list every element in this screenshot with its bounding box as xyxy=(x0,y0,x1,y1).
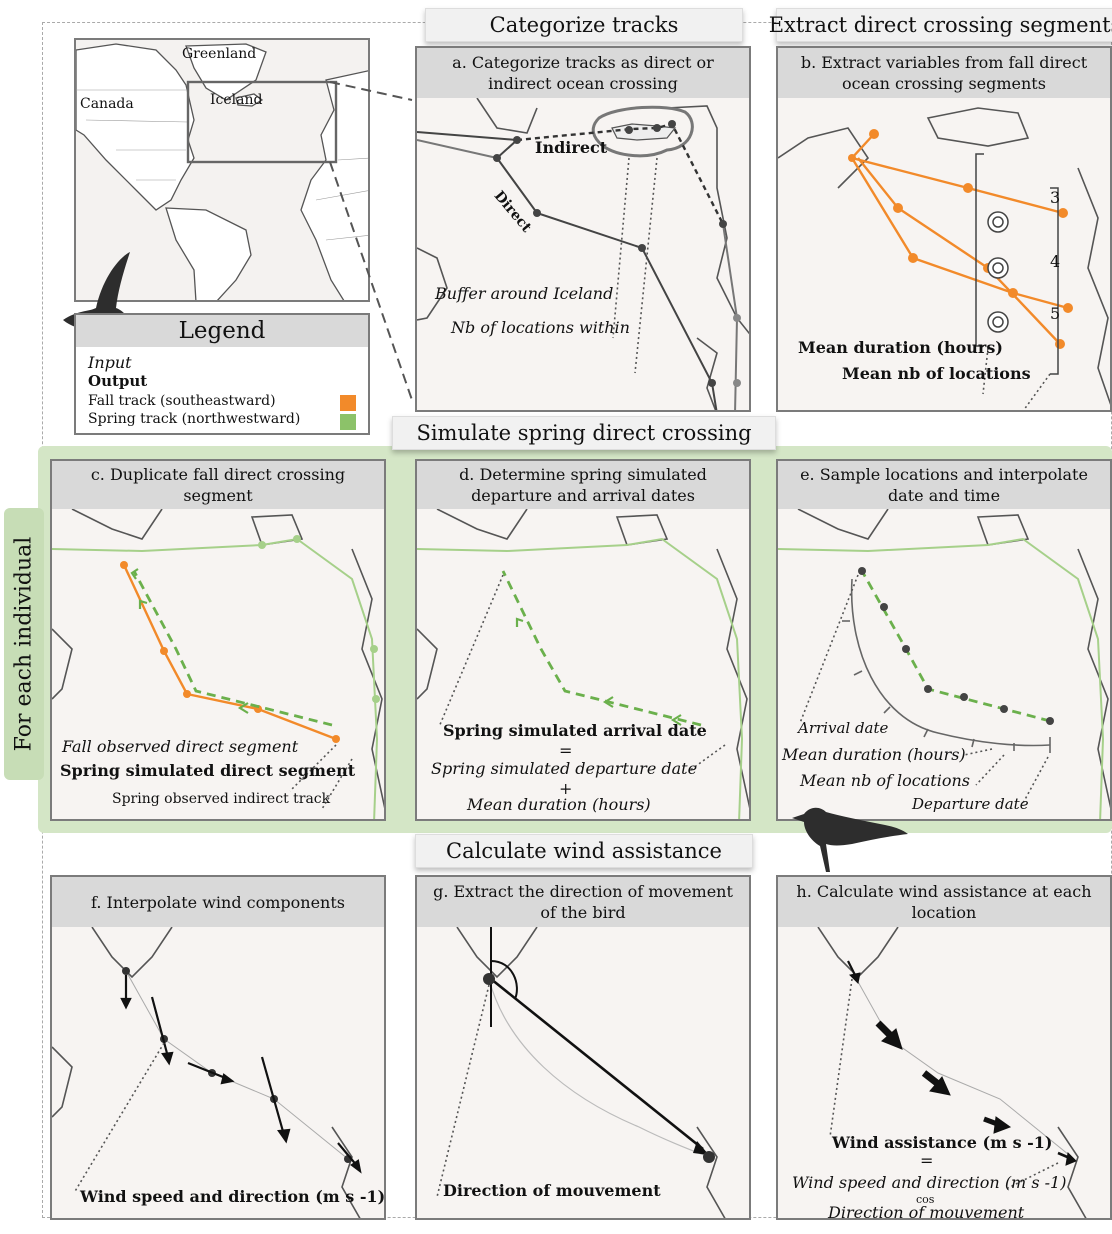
flying-bird-icon xyxy=(63,252,130,329)
fall-segment-c xyxy=(122,564,337,741)
count-3: 3 xyxy=(1050,188,1061,207)
south-america-land xyxy=(165,207,252,300)
label-direction-h: Direction of mouvement xyxy=(828,1203,1025,1220)
label-cos: cos xyxy=(916,1193,935,1206)
direct-track xyxy=(417,131,718,410)
label-greenland: Greenland xyxy=(182,46,257,62)
label-spring-observed: Spring observed indirect track xyxy=(112,791,331,807)
iceland-buffer xyxy=(591,105,694,158)
panel-c-map xyxy=(52,509,384,819)
legend-fall: Fall track (southeastward) xyxy=(88,393,276,409)
label-arrival-date-e: Arrival date xyxy=(798,719,889,737)
label-iceland: Iceland xyxy=(210,92,263,108)
label-spring-simulated: Spring simulated direct segment xyxy=(60,761,356,780)
zoom-box xyxy=(186,80,338,164)
legend-spring: Spring track (northwestward) xyxy=(88,411,301,427)
label-mean-duration: Mean duration (hours) xyxy=(798,338,1003,357)
panel-a: a. Categorize tracks as direct or indire… xyxy=(415,46,751,412)
legend-spring-swatch xyxy=(340,414,356,430)
panel-f-map xyxy=(52,927,362,1218)
panel-h: h. Calculate wind assistance at each loc… xyxy=(776,875,1112,1220)
iceland-land xyxy=(235,93,264,107)
stopwatch-icons xyxy=(987,211,1009,333)
label-wind-assistance: Wind assistance (m s -1) xyxy=(832,1133,1053,1152)
count-4: 4 xyxy=(1050,252,1061,271)
panel-d: d. Determine spring simulated departure … xyxy=(415,459,751,821)
label-fall-observed: Fall observed direct segment xyxy=(62,737,299,756)
world-map-svg xyxy=(76,43,368,300)
label-mean-duration-e: Mean duration (hours) xyxy=(782,745,966,764)
indirect-track xyxy=(516,122,725,225)
panel-h-title: h. Calculate wind assistance at each loc… xyxy=(778,877,1110,927)
legend-box: Legend Input Output Fall track (southeas… xyxy=(74,313,370,435)
section-title-categorize: Categorize tracks xyxy=(425,8,743,42)
label-arrival-date: Spring simulated arrival date xyxy=(443,721,707,740)
spring-sim-c xyxy=(132,570,333,727)
label-indirect: Indirect xyxy=(535,138,608,157)
panel-f-title: f. Interpolate wind components xyxy=(52,877,384,927)
panel-c: c. Duplicate fall direct crossing segmen… xyxy=(50,459,386,821)
direction-arrow xyxy=(490,977,704,1151)
panel-b-map xyxy=(778,107,1110,410)
label-canada: Canada xyxy=(80,96,134,112)
duration-bracket xyxy=(975,153,984,347)
panel-b: b. Extract variables from fall direct oc… xyxy=(776,46,1112,412)
label-mean-duration-d: Mean duration (hours) xyxy=(467,795,651,814)
legend-output: Output xyxy=(88,372,148,390)
panel-d-title: d. Determine spring simulated departure … xyxy=(417,461,749,509)
europe-africa-land xyxy=(300,70,368,300)
time-arc xyxy=(850,578,1051,747)
greenland-land xyxy=(185,43,267,101)
section-title-extract: Extract direct crossing segments xyxy=(769,8,1112,42)
panel-e-title: e. Sample locations and interpolate date… xyxy=(778,461,1110,509)
panel-g-title: g. Extract the direction of movement of … xyxy=(417,877,749,927)
label-mean-nb: Mean nb of locations xyxy=(842,364,1031,383)
panel-c-title: c. Duplicate fall direct crossing segmen… xyxy=(52,461,384,509)
label-mean-nb-e: Mean nb of locations xyxy=(800,771,970,790)
label-departure-date: Spring simulated departure date xyxy=(431,759,698,778)
label-wind-speed-f: Wind speed and direction (m s -1) xyxy=(80,1187,386,1206)
legend-fall-swatch xyxy=(340,395,356,411)
label-wind-speed-h: Wind speed and direction (m s -1) xyxy=(792,1173,1067,1192)
legend-title: Legend xyxy=(76,315,368,347)
count-5: 5 xyxy=(1050,304,1061,323)
perched-bird-icon xyxy=(792,807,908,872)
panel-d-map xyxy=(417,509,749,819)
panel-b-title: b. Extract variables from fall direct oc… xyxy=(778,48,1110,98)
north-america-land xyxy=(76,43,195,211)
panel-g: g. Extract the direction of movement of … xyxy=(415,875,751,1220)
panel-g-map xyxy=(436,927,726,1218)
panel-a-map xyxy=(417,98,749,410)
side-label-text: For each individual xyxy=(11,536,37,752)
label-nb-within: Nb of locations within xyxy=(451,318,630,337)
section-title-wind: Calculate wind assistance xyxy=(415,834,753,868)
spring-sim-d xyxy=(501,570,702,727)
panel-e-map xyxy=(778,509,1110,819)
panel-a-title: a. Categorize tracks as direct or indire… xyxy=(417,48,749,98)
zoom-connector xyxy=(329,81,413,401)
label-buffer: Buffer around Iceland xyxy=(435,284,614,303)
panel-h-map xyxy=(817,927,1087,1218)
panel-e: e. Sample locations and interpolate date… xyxy=(776,459,1112,821)
label-equals-d: = xyxy=(559,741,573,760)
wind-arrows xyxy=(120,975,362,1174)
label-equals-h: = xyxy=(920,1151,934,1170)
side-label-box xyxy=(4,508,44,780)
label-direction-g: Direction of mouvement xyxy=(443,1181,661,1200)
label-plus-d: + xyxy=(559,779,573,798)
nb-bracket xyxy=(1050,187,1059,375)
wind-assistance-arrows xyxy=(847,960,1077,1166)
label-departure-date-e: Departure date xyxy=(912,795,1029,813)
legend-input: Input xyxy=(88,353,132,372)
spring-sim-e xyxy=(860,570,1051,723)
section-title-simulate: Simulate spring direct crossing xyxy=(392,416,776,450)
panel-f: f. Interpolate wind components Wind spee… xyxy=(50,875,386,1220)
